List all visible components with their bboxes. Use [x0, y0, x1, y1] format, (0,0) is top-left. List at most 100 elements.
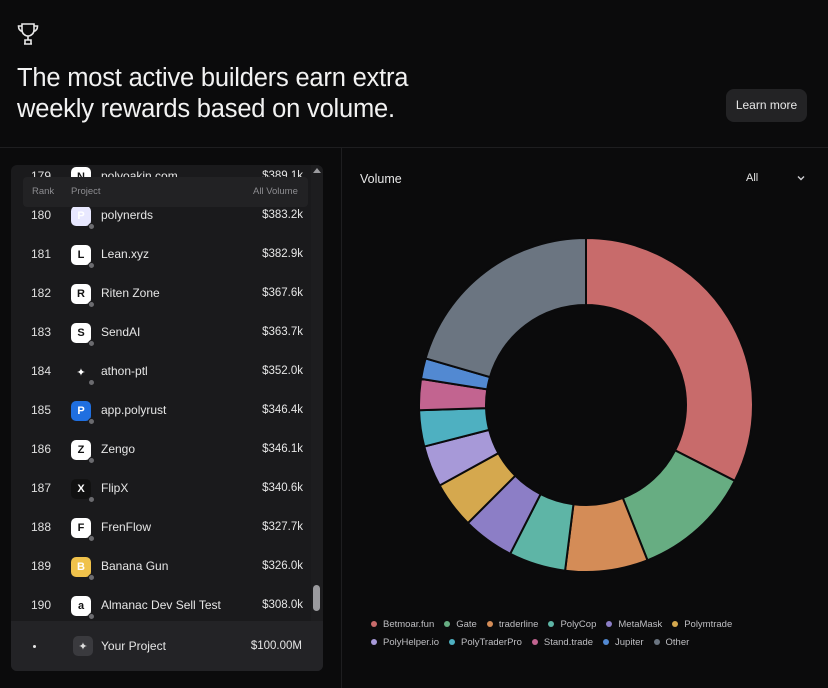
scrollbar-thumb[interactable]	[313, 585, 320, 611]
project-name: app.polyrust	[101, 403, 167, 417]
legend-swatch	[606, 621, 613, 627]
legend-item[interactable]: Stand.trade	[531, 636, 594, 648]
your-project-bullet	[33, 645, 36, 648]
filter-dropdown[interactable]: All	[746, 172, 759, 184]
legend-swatch	[653, 639, 660, 645]
header-project[interactable]: Project	[71, 186, 101, 197]
legend-item[interactable]: Gate	[444, 619, 477, 630]
legend-label: Gate	[456, 618, 477, 630]
legend-label: PolyCop	[560, 618, 597, 630]
trophy-icon	[17, 23, 39, 45]
volume-cell: $100.00M	[250, 640, 302, 652]
status-dot	[88, 496, 95, 503]
legend-label: traderline	[498, 618, 539, 630]
project-name: Lean.xyz	[101, 247, 150, 261]
legend-item[interactable]: MetaMask	[606, 619, 662, 630]
volume-cell: $308.0k	[262, 599, 303, 611]
legend-item[interactable]: Polymtrade	[672, 619, 732, 630]
legend-swatch	[603, 639, 610, 645]
riten-logo: R	[71, 284, 95, 308]
legend-label: Other	[665, 636, 690, 648]
table-row[interactable]: 188 F FrenFlow $327.7k	[11, 508, 311, 547]
status-dot	[88, 379, 95, 386]
bananagun-logo: B	[71, 557, 95, 581]
table-row[interactable]: 181 L Lean.xyz $382.9k	[11, 235, 311, 274]
leaderboard-table[interactable]: 179 N polyoakin.com $389.1k 180Ppolynerd…	[11, 165, 323, 671]
rank-cell: 181	[31, 247, 52, 261]
almanac-logo: a	[71, 596, 95, 620]
rank-cell: 184	[31, 364, 52, 378]
project-name: FrenFlow	[101, 520, 152, 534]
chevron-down-icon[interactable]	[796, 173, 806, 183]
legend-swatch	[672, 621, 679, 627]
donut-slice[interactable]	[585, 236, 754, 483]
project-name: Banana Gun	[101, 559, 169, 573]
table-row[interactable]: 186 Z Zengo $346.1k	[11, 430, 311, 469]
status-dot	[88, 535, 95, 542]
legend-swatch	[548, 621, 555, 627]
scrollbar-track[interactable]	[311, 165, 323, 671]
legend-swatch	[444, 621, 451, 627]
project-name: Your Project	[101, 639, 166, 653]
panel-divider	[341, 148, 342, 688]
status-dot	[88, 301, 95, 308]
volume-cell: $383.2k	[262, 209, 303, 221]
sendai-logo: S	[71, 323, 95, 347]
header-rank[interactable]: Rank	[32, 186, 55, 197]
donut-slice[interactable]	[424, 236, 587, 379]
legend-label: Jupiter	[615, 636, 644, 648]
legend-label: Polymtrade	[684, 618, 733, 630]
legend-swatch	[371, 621, 377, 627]
header-volume[interactable]: All Volume	[253, 186, 298, 197]
chart-title: Volume	[360, 172, 402, 186]
legend-label: PolyHelper.io	[383, 636, 439, 648]
table-header: Rank Project All Volume	[23, 177, 308, 207]
rank-cell: 189	[31, 559, 52, 573]
legend-item[interactable]: traderline	[486, 618, 539, 630]
frenflow-logo: F	[71, 518, 95, 542]
table-row[interactable]: 182 R Riten Zone $367.6k	[11, 274, 311, 313]
table-row[interactable]: 189 B Banana Gun $326.0k	[11, 547, 311, 586]
legend-swatch	[371, 639, 377, 645]
legend-item[interactable]: PolyCop	[548, 619, 596, 630]
table-row[interactable]: 183 S SendAI $363.7k	[11, 313, 311, 352]
rank-cell: 183	[31, 325, 52, 339]
status-dot	[88, 613, 95, 620]
flipx-logo: X	[71, 479, 95, 503]
legend-item[interactable]: PolyTraderPro	[448, 637, 522, 648]
volume-cell: $340.6k	[262, 482, 303, 494]
chart-legend: Betmoar.fun Gate traderline PolyCop MetaMask…	[371, 615, 791, 651]
sparkle-icon: ✦	[71, 362, 95, 386]
legend-row: PolyHelper.io PolyTraderPro Stand.trade Jup…	[371, 633, 791, 651]
project-name: SendAI	[101, 325, 141, 339]
polynerds-logo: P	[71, 206, 95, 230]
legend-item[interactable]: Betmoar.fun	[371, 619, 434, 630]
table-row[interactable]: 190 a Almanac Dev Sell Test $308.0k	[11, 586, 311, 625]
legend-label: Betmoar.fun	[383, 618, 435, 630]
volume-cell: $367.6k	[262, 287, 303, 299]
legend-item[interactable]: PolyHelper.io	[371, 637, 439, 648]
section-divider	[0, 147, 828, 148]
lean-logo: L	[71, 245, 95, 269]
learn-more-button[interactable]: Learn more	[726, 89, 807, 122]
your-project-row[interactable]: ✦ Your Project $100.00M	[11, 621, 323, 671]
scroll-up-arrow-icon[interactable]	[313, 168, 321, 173]
volume-cell: $326.0k	[262, 560, 303, 572]
legend-swatch	[531, 639, 538, 645]
legend-swatch	[448, 639, 455, 645]
legend-item[interactable]: Other	[653, 636, 690, 648]
legend-label: MetaMask	[618, 618, 663, 630]
table-row[interactable]: 187 X FlipX $340.6k	[11, 469, 311, 508]
rank-cell: 190	[31, 598, 52, 612]
status-dot	[88, 574, 95, 581]
legend-swatch	[486, 621, 493, 627]
rank-cell: 186	[31, 442, 52, 456]
legend-item[interactable]: Jupiter	[603, 637, 644, 648]
project-name: Almanac Dev Sell Test	[101, 598, 221, 612]
legend-label: Stand.trade	[543, 636, 594, 648]
status-dot	[88, 418, 95, 425]
volume-cell: $327.7k	[262, 521, 303, 533]
table-row[interactable]: 184 ✦ athon-ptl $352.0k	[11, 352, 311, 391]
